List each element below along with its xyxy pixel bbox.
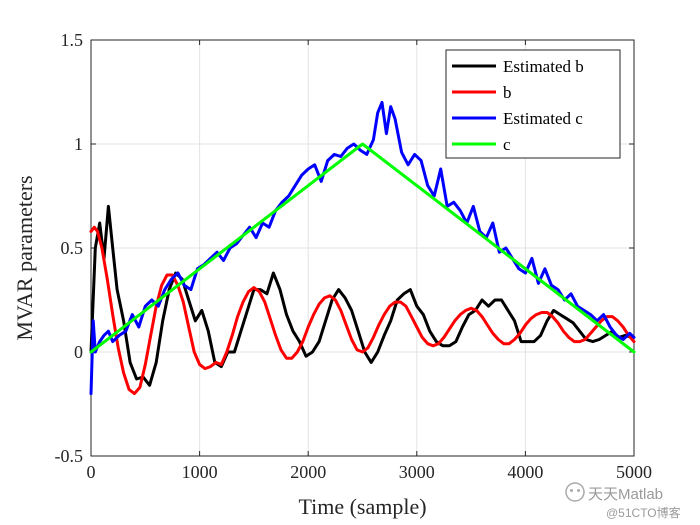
wechat-icon-eye-left — [570, 489, 573, 492]
y-tick-label: 1.5 — [61, 30, 84, 50]
x-tick-label: 0 — [87, 462, 96, 482]
x-axis-title: Time (sample) — [298, 494, 426, 519]
y-axis-title: MVAR parameters — [12, 175, 37, 340]
legend-label: c — [503, 135, 511, 154]
x-tick-label: 1000 — [182, 462, 218, 482]
series-layer — [89, 100, 636, 396]
axis-labels: Time (sample) MVAR parameters — [12, 175, 427, 519]
x-tick-label: 2000 — [290, 462, 326, 482]
legend-label: b — [503, 83, 512, 102]
legend: Estimated b b Estimated c c — [445, 49, 621, 159]
x-tick-label: 5000 — [616, 462, 652, 482]
x-tick-label: 3000 — [399, 462, 435, 482]
series-line-estimated-b — [89, 204, 634, 387]
y-tick-label: -0.5 — [55, 446, 84, 466]
series-line-c — [89, 142, 636, 354]
legend-label: Estimated b — [503, 57, 584, 76]
x-tick-label: 4000 — [507, 462, 543, 482]
watermark-title: 天天Matlab — [588, 486, 663, 503]
axes: 0 1000 2000 3000 4000 5000-0.500.511.5 — [55, 30, 653, 482]
legend-label: Estimated c — [503, 109, 583, 128]
legend-box — [445, 49, 621, 159]
y-tick-label: 0.5 — [61, 238, 84, 258]
y-tick-label: 0 — [74, 342, 83, 362]
series-line-b — [89, 225, 636, 396]
wechat-icon-eye-right — [577, 489, 580, 492]
wechat-icon — [565, 482, 585, 502]
watermark-subtitle: @51CTO博客 — [606, 505, 681, 520]
y-tick-label: 1 — [74, 134, 83, 154]
watermark: 天天Matlab @51CTO博客 — [565, 482, 681, 520]
